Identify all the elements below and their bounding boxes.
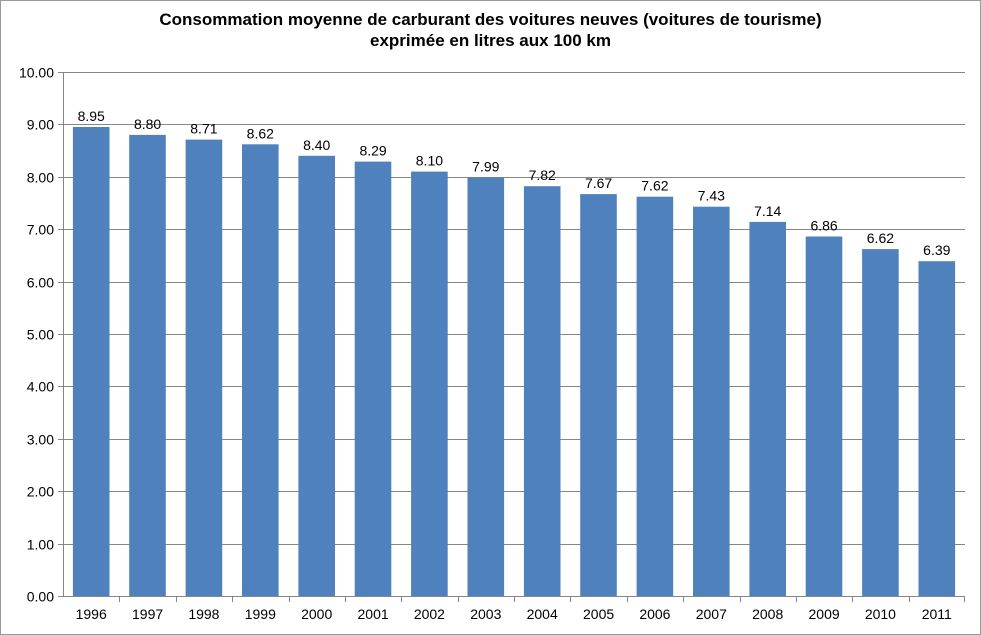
x-tick-label: 2000 (301, 606, 332, 622)
data-label: 7.99 (472, 158, 499, 174)
bar-2006 (636, 196, 674, 596)
chart-title-line-2: exprimée en litres aux 100 km (370, 31, 611, 50)
y-tick-label: 8.00 (27, 170, 54, 186)
bar-2007 (693, 206, 730, 596)
y-tick-label: 1.00 (27, 537, 54, 553)
y-tick-label: 4.00 (27, 379, 54, 395)
bar-2009 (805, 236, 843, 596)
x-tick-label: 2009 (809, 606, 840, 622)
bar-2001 (354, 161, 392, 596)
bar-1997 (129, 134, 166, 596)
data-label: 8.80 (134, 116, 161, 132)
x-tick-label: 2004 (527, 606, 558, 622)
bar-1999 (242, 144, 279, 597)
data-label: 8.95 (78, 108, 105, 124)
data-label: 7.67 (585, 175, 612, 191)
y-tick-label: 9.00 (27, 117, 54, 133)
data-label: 6.62 (867, 230, 894, 246)
bar-2002 (411, 171, 448, 596)
data-label: 7.14 (754, 203, 781, 219)
bar-2005 (580, 194, 617, 596)
data-label: 8.10 (416, 153, 443, 169)
x-tick-label: 2007 (696, 606, 727, 622)
data-label: 6.86 (810, 218, 837, 234)
data-label: 8.40 (303, 137, 330, 153)
bar-2000 (298, 155, 335, 597)
x-tick-label: 2008 (752, 606, 783, 622)
data-label: 8.71 (190, 121, 217, 137)
chart-title: Consommation moyenne de carburant des vo… (0, 9, 981, 51)
x-tick-label: 2010 (865, 606, 896, 622)
bar-2004 (523, 186, 561, 596)
data-label: 7.62 (641, 178, 668, 194)
y-tick-label: 0.00 (27, 589, 54, 605)
x-tick-label: 2011 (922, 606, 952, 622)
data-label: 7.82 (529, 167, 556, 183)
x-tick-label: 1997 (132, 606, 163, 622)
y-tick-label: 3.00 (27, 432, 54, 448)
chart-title-line-1: Consommation moyenne de carburant des vo… (159, 10, 822, 29)
data-label: 7.43 (698, 188, 725, 204)
data-label: 8.29 (359, 143, 386, 159)
data-label: 6.39 (923, 242, 950, 258)
y-tick-label: 6.00 (27, 275, 54, 291)
y-tick-label: 7.00 (27, 222, 54, 238)
y-tick-label: 2.00 (27, 484, 54, 500)
x-tick-label: 2006 (639, 606, 670, 622)
x-tick-label: 2005 (583, 606, 614, 622)
y-tick-label: 10.00 (19, 65, 54, 81)
x-tick-label: 2002 (414, 606, 445, 622)
bar-1996 (72, 127, 110, 596)
y-tick-label: 5.00 (27, 327, 54, 343)
x-tick-label: 2003 (470, 606, 501, 622)
x-tick-label: 2001 (358, 606, 389, 622)
bar-1998 (185, 139, 223, 596)
x-tick-label: 1998 (188, 606, 219, 622)
bar-2003 (467, 177, 505, 597)
data-label: 8.62 (247, 125, 274, 141)
bar-2008 (749, 221, 786, 596)
bar-2010 (862, 249, 899, 596)
bar-2011 (918, 261, 956, 596)
x-tick-label: 1996 (76, 606, 107, 622)
x-tick-label: 1999 (245, 606, 276, 622)
